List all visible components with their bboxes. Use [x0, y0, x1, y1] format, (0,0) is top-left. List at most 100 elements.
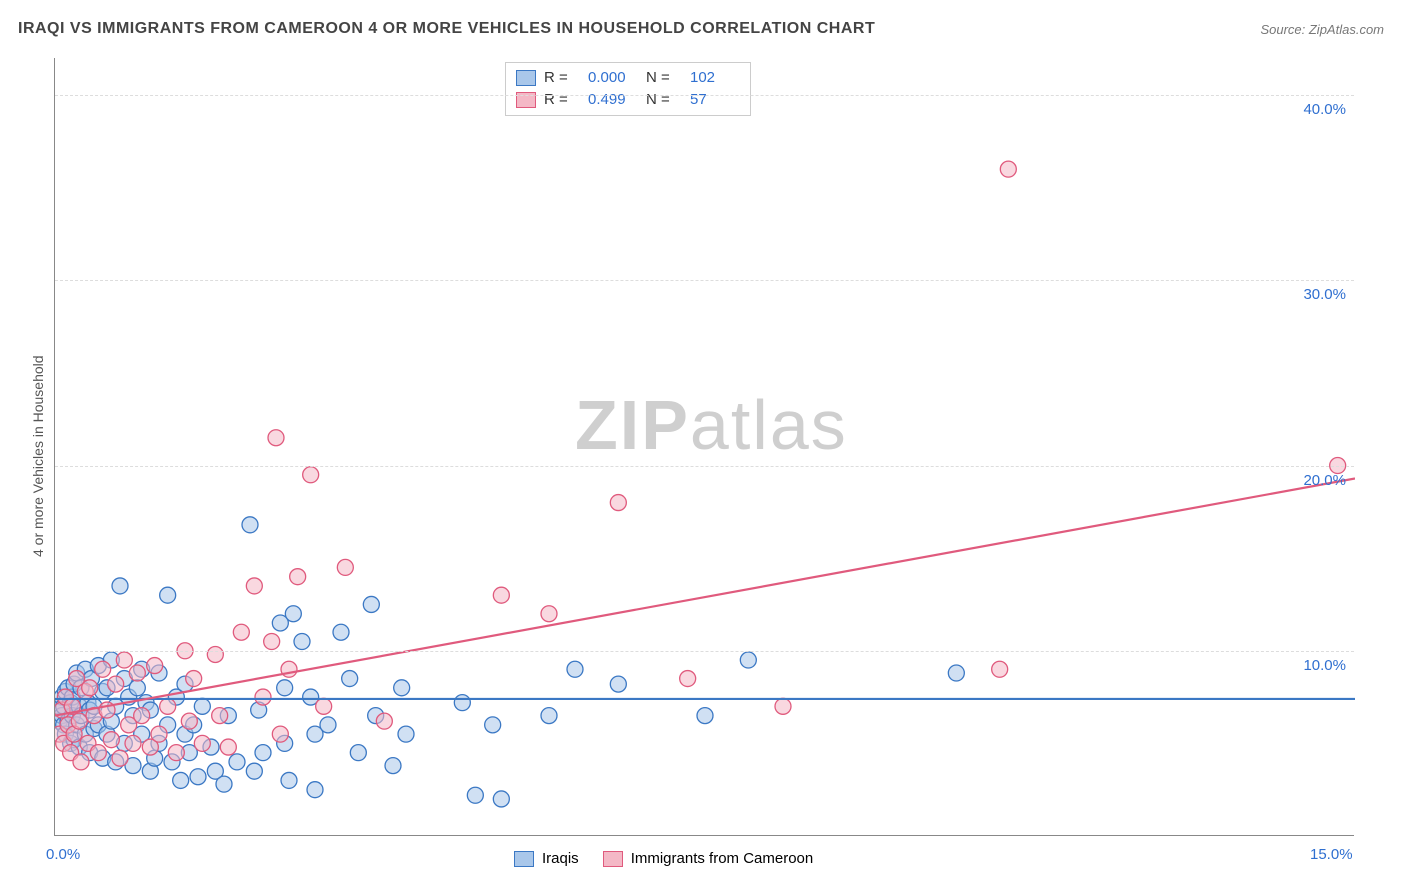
data-point — [125, 735, 141, 751]
ytick-label: 10.0% — [1303, 657, 1346, 674]
data-point — [190, 769, 206, 785]
data-point — [385, 758, 401, 774]
data-point — [363, 596, 379, 612]
data-point — [333, 624, 349, 640]
legend-series-label: Iraqis — [542, 850, 579, 867]
legend-r-value: 0.000 — [588, 67, 638, 89]
legend-r-value: 0.499 — [588, 89, 638, 111]
data-point — [194, 698, 210, 714]
data-point — [775, 698, 791, 714]
data-point — [541, 606, 557, 622]
legend-series-item: Immigrants from Cameroon — [603, 850, 814, 867]
legend-swatch — [603, 851, 623, 867]
legend-series-item: Iraqis — [514, 850, 579, 867]
data-point — [116, 652, 132, 668]
legend-n-value: 102 — [690, 67, 740, 89]
data-point — [350, 745, 366, 761]
legend-swatch — [516, 70, 536, 86]
legend-n-label: N = — [646, 89, 682, 111]
data-point — [95, 661, 111, 677]
data-point — [173, 772, 189, 788]
data-point — [186, 671, 202, 687]
data-point — [467, 787, 483, 803]
gridline — [55, 95, 1354, 96]
data-point — [394, 680, 410, 696]
data-point — [272, 726, 288, 742]
data-point — [307, 782, 323, 798]
legend-correlation-row: R = 0.000 N = 102 — [516, 67, 740, 89]
data-point — [168, 745, 184, 761]
trend-line — [55, 478, 1355, 715]
data-point — [454, 695, 470, 711]
data-point — [697, 708, 713, 724]
data-point — [233, 624, 249, 640]
legend-correlation: R = 0.000 N = 102 R = 0.499 N = 57 — [505, 62, 751, 116]
ytick-label: 20.0% — [1303, 472, 1346, 489]
data-point — [337, 559, 353, 575]
x-origin-label: 0.0% — [46, 846, 80, 863]
data-point — [134, 708, 150, 724]
x-max-label: 15.0% — [1310, 846, 1353, 863]
data-point — [485, 717, 501, 733]
data-point — [610, 676, 626, 692]
data-point — [181, 713, 197, 729]
plot-svg — [55, 58, 1355, 836]
data-point — [285, 606, 301, 622]
data-point — [207, 646, 223, 662]
ytick-label: 40.0% — [1303, 101, 1346, 118]
data-point — [246, 578, 262, 594]
data-point — [493, 791, 509, 807]
data-point — [303, 467, 319, 483]
data-point — [255, 689, 271, 705]
data-point — [90, 745, 106, 761]
legend-r-label: R = — [544, 67, 580, 89]
data-point — [290, 569, 306, 585]
data-point — [112, 750, 128, 766]
data-point — [82, 680, 98, 696]
data-point — [281, 772, 297, 788]
data-point — [73, 754, 89, 770]
data-point — [112, 578, 128, 594]
data-point — [294, 634, 310, 650]
data-point — [212, 708, 228, 724]
plot-area: ZIPatlas R =0.000N =102R =0.499N =57 10.… — [54, 58, 1354, 836]
legend-correlation-row: R = 0.499 N = 57 — [516, 89, 740, 111]
data-point — [220, 739, 236, 755]
data-point — [948, 665, 964, 681]
data-point — [71, 713, 87, 729]
data-point — [277, 680, 293, 696]
legend-swatch — [514, 851, 534, 867]
data-point — [342, 671, 358, 687]
gridline — [55, 466, 1354, 467]
data-point — [129, 665, 145, 681]
data-point — [316, 698, 332, 714]
ytick-label: 30.0% — [1303, 286, 1346, 303]
data-point — [493, 587, 509, 603]
data-point — [229, 754, 245, 770]
legend-r-label: R = — [544, 89, 580, 111]
data-point — [160, 587, 176, 603]
data-point — [129, 680, 145, 696]
data-point — [151, 726, 167, 742]
data-point — [216, 776, 232, 792]
data-point — [246, 763, 262, 779]
data-point — [320, 717, 336, 733]
legend-n-label: N = — [646, 67, 682, 89]
legend-series-label: Immigrants from Cameroon — [631, 850, 814, 867]
y-axis-label: 4 or more Vehicles in Household — [30, 355, 46, 557]
data-point — [610, 495, 626, 511]
data-point — [242, 517, 258, 533]
data-point — [160, 698, 176, 714]
data-point — [194, 735, 210, 751]
chart-title: IRAQI VS IMMIGRANTS FROM CAMEROON 4 OR M… — [18, 20, 875, 38]
data-point — [264, 634, 280, 650]
data-point — [255, 745, 271, 761]
data-point — [108, 676, 124, 692]
gridline — [55, 651, 1354, 652]
data-point — [740, 652, 756, 668]
legend-series: Iraqis Immigrants from Cameroon — [514, 850, 813, 867]
data-point — [103, 732, 119, 748]
data-point — [398, 726, 414, 742]
data-point — [1000, 161, 1016, 177]
legend-n-value: 57 — [690, 89, 740, 111]
